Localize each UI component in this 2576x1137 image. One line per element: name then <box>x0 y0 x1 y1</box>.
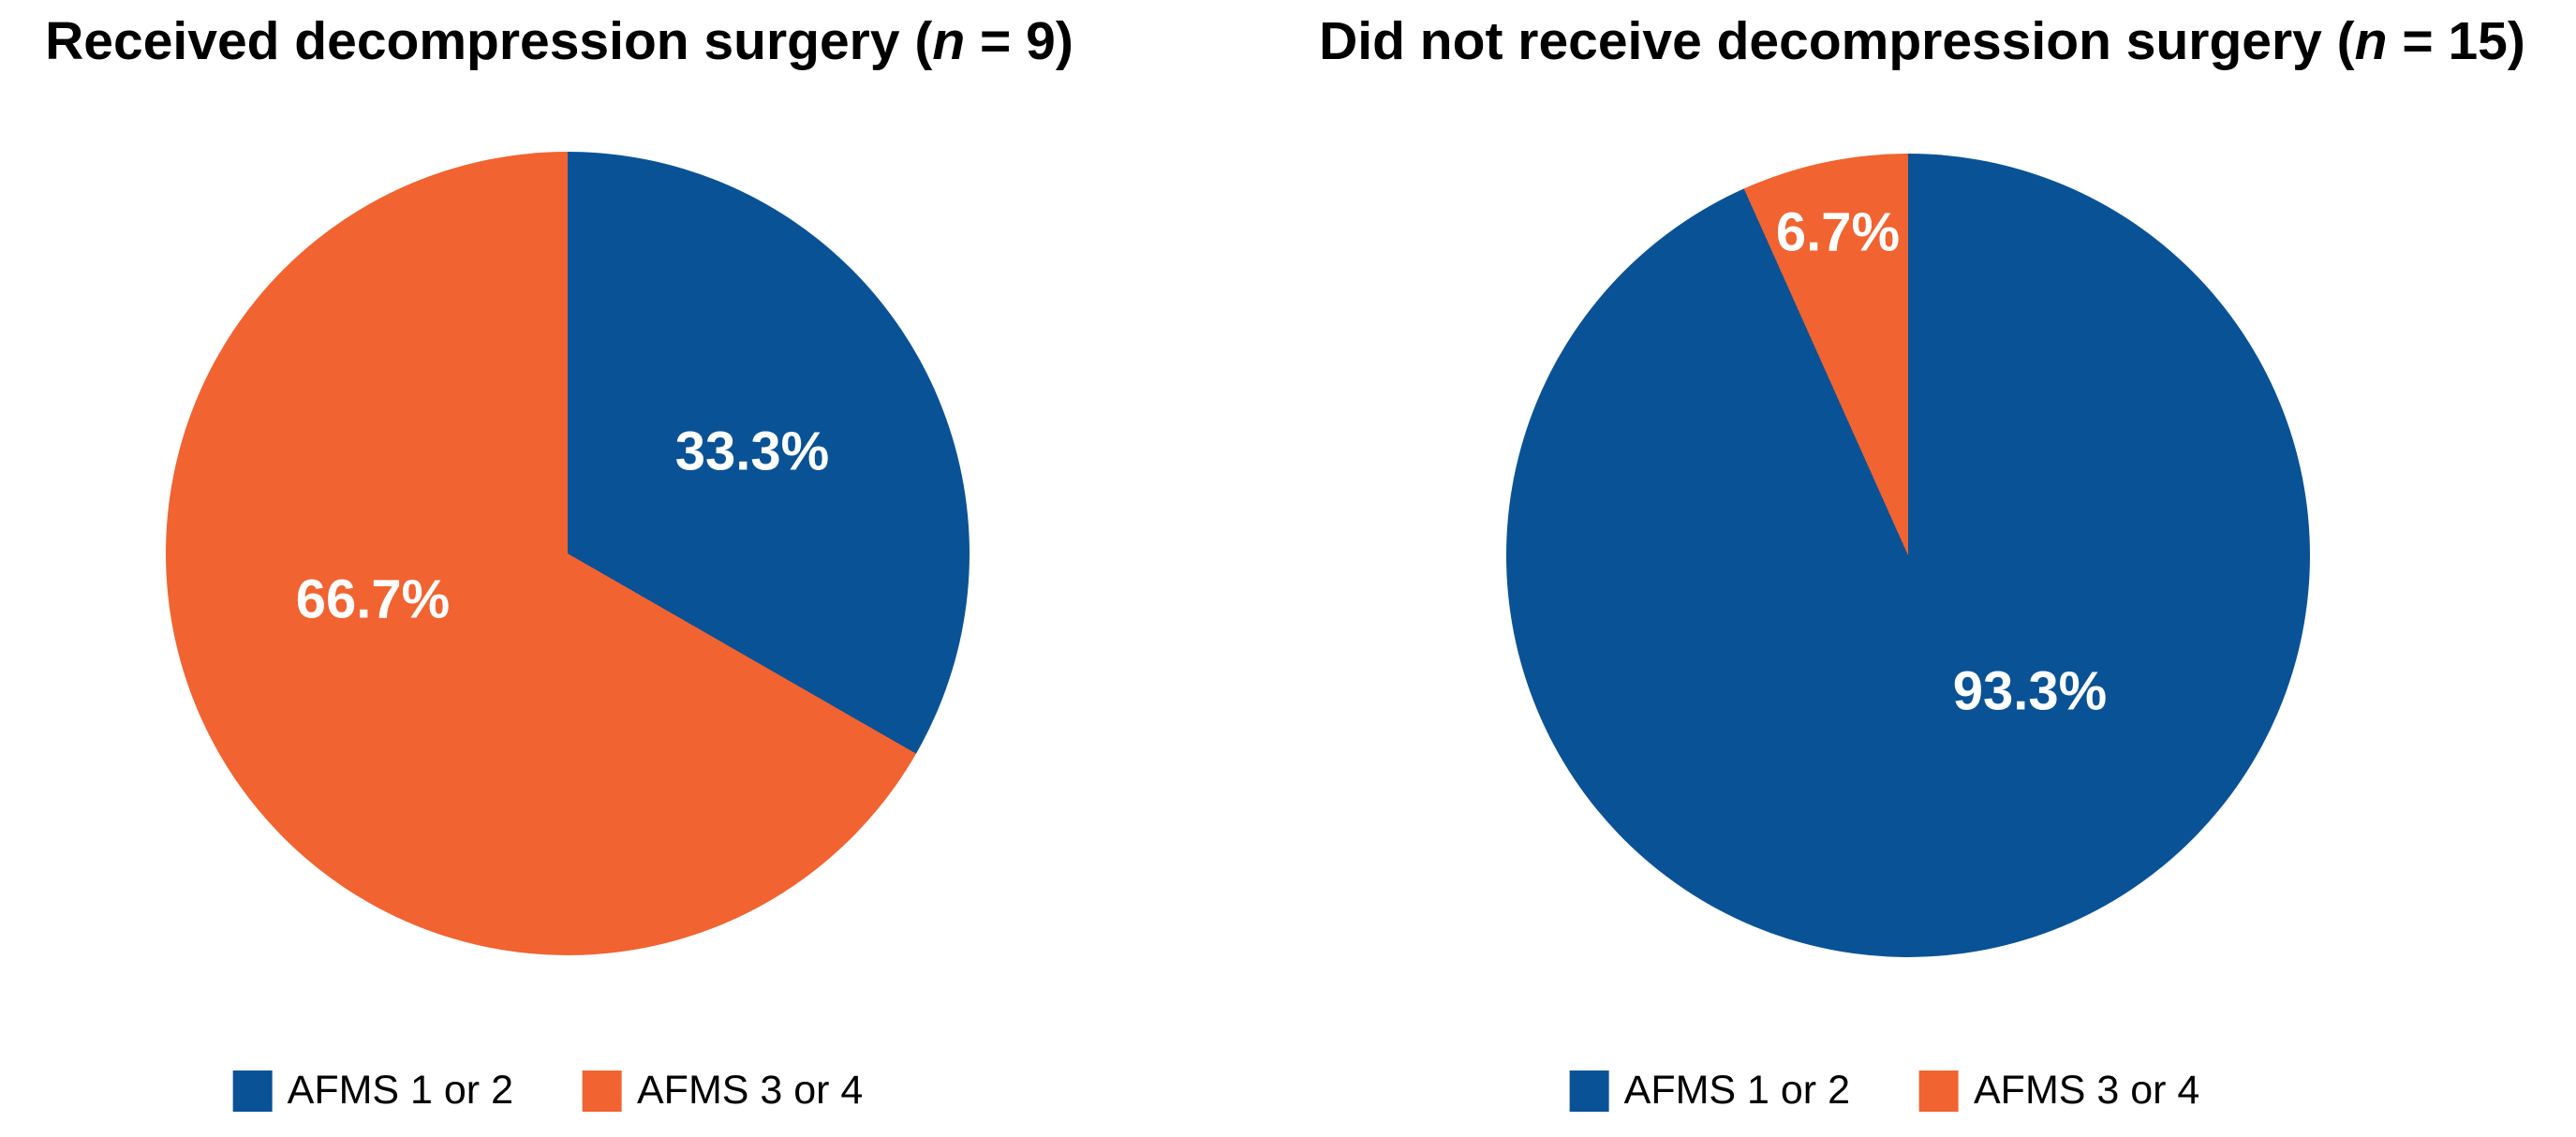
legend-label-afms-3-4: AFMS 3 or 4 <box>1974 1068 2200 1113</box>
legend-item-afms-1-2: AFMS 1 or 2 <box>1569 1068 1850 1114</box>
legend-label-afms-1-2: AFMS 1 or 2 <box>287 1068 513 1113</box>
legend-label-afms-1-2: AFMS 1 or 2 <box>1623 1068 1850 1113</box>
slice-label-afms-3-4-pct: 66.7% <box>295 568 451 630</box>
legend-swatch-blue <box>1569 1070 1609 1112</box>
pie-no-surgery <box>1506 154 2310 957</box>
legend-item-afms-3-4: AFMS 3 or 4 <box>1919 1068 2199 1114</box>
left-chart-title: Received decompression surgery (n = 9) <box>45 11 1073 73</box>
legend-swatch-blue <box>232 1070 273 1112</box>
legend-swatch-orange <box>1919 1070 1959 1112</box>
title-text: = 15) <box>2387 11 2525 71</box>
legend-item-afms-3-4: AFMS 3 or 4 <box>583 1068 863 1114</box>
left-legend: AFMS 1 or 2 AFMS 3 or 4 <box>232 1068 863 1114</box>
slice-label-afms-1-2-pct: 93.3% <box>1952 660 2108 722</box>
title-text: Did not receive decompression surgery ( <box>1319 11 2355 71</box>
title-text: Received decompression surgery ( <box>45 11 933 71</box>
title-text: = 9) <box>965 11 1073 71</box>
legend-item-afms-1-2: AFMS 1 or 2 <box>232 1068 513 1114</box>
right-chart-title: Did not receive decompression surgery (n… <box>1319 11 2525 73</box>
pie-received-surgery <box>166 152 970 955</box>
title-italic-n: n <box>932 11 966 71</box>
legend-label-afms-3-4: AFMS 3 or 4 <box>637 1068 864 1113</box>
legend-swatch-orange <box>583 1070 622 1112</box>
title-italic-n: n <box>2354 11 2388 71</box>
slice-label-afms-1-2-pct: 33.3% <box>674 421 830 482</box>
right-legend: AFMS 1 or 2 AFMS 3 or 4 <box>1569 1068 2199 1114</box>
slice-label-afms-3-4-pct: 6.7% <box>1775 201 1901 263</box>
